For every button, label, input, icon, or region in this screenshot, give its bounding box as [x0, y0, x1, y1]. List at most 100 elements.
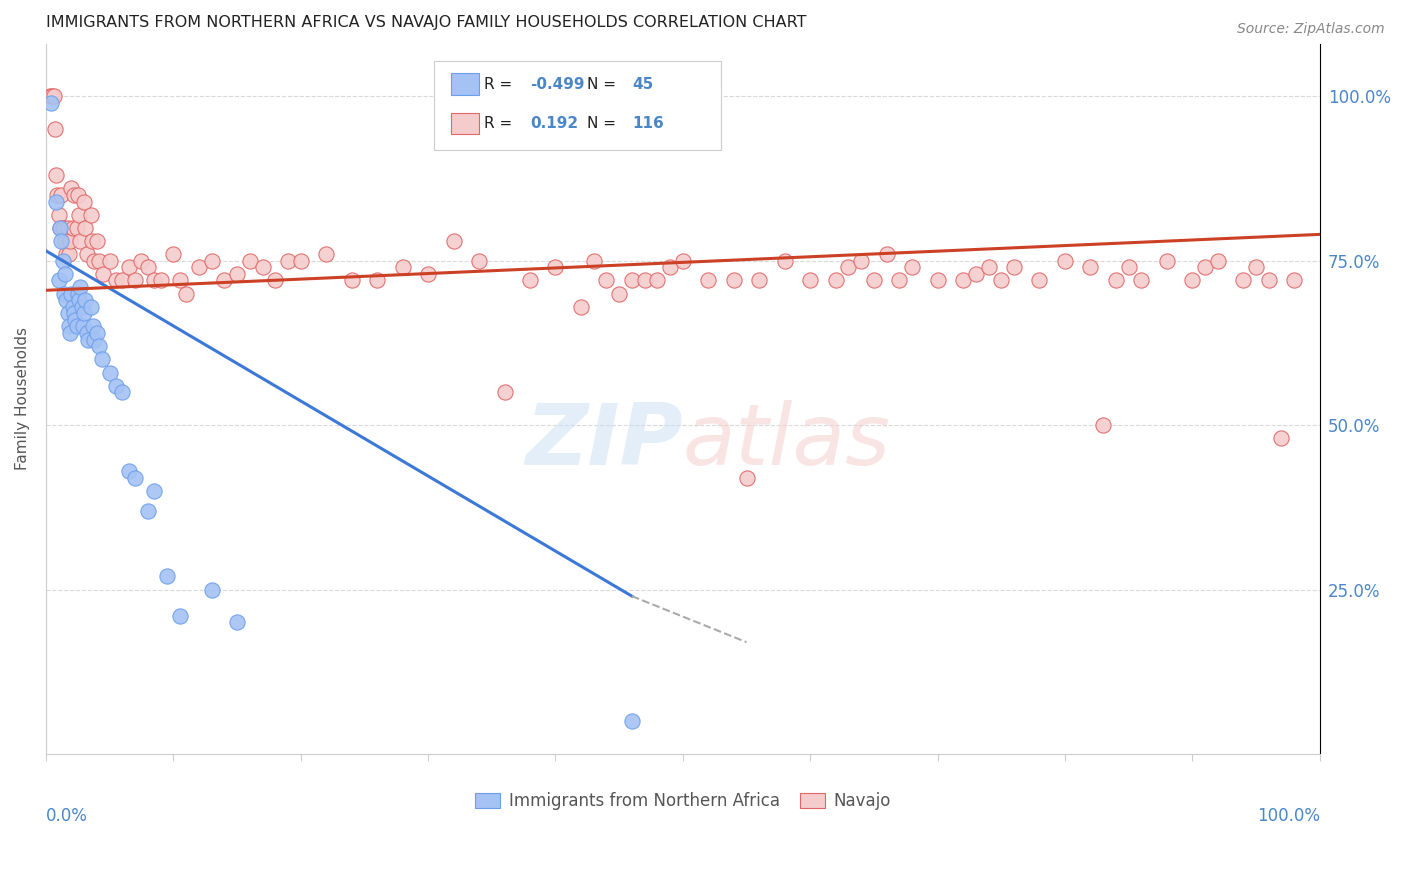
Point — [136, 260, 159, 275]
Point — [45, 194, 67, 209]
Point — [58, 319, 80, 334]
Point — [63, 188, 86, 202]
Point — [1028, 273, 1050, 287]
Point — [56, 220, 79, 235]
Point — [582, 253, 605, 268]
Point — [79, 208, 101, 222]
Point — [607, 286, 630, 301]
Point — [1080, 260, 1102, 275]
FancyBboxPatch shape — [434, 62, 721, 150]
Text: IMMIGRANTS FROM NORTHERN AFRICA VS NAVAJO FAMILY HOUSEHOLDS CORRELATION CHART: IMMIGRANTS FROM NORTHERN AFRICA VS NAVAJ… — [46, 15, 807, 30]
Point — [59, 234, 82, 248]
Point — [990, 273, 1012, 287]
Point — [977, 260, 1000, 275]
Point — [44, 122, 66, 136]
Point — [52, 220, 75, 235]
Point — [723, 273, 745, 287]
Point — [174, 286, 197, 301]
Point — [49, 220, 72, 235]
Point — [901, 260, 924, 275]
Point — [38, 89, 60, 103]
Point — [124, 273, 146, 287]
Point — [799, 273, 821, 287]
Point — [52, 286, 75, 301]
Point — [1130, 273, 1153, 287]
Point — [143, 483, 166, 498]
Point — [73, 194, 96, 209]
Point — [51, 188, 73, 202]
Point — [42, 89, 65, 103]
Point — [53, 267, 76, 281]
Point — [659, 260, 682, 275]
Point — [118, 260, 141, 275]
Point — [226, 615, 249, 630]
Point — [124, 471, 146, 485]
Point — [965, 267, 987, 281]
Point — [111, 385, 134, 400]
Point — [187, 260, 209, 275]
Text: R =: R = — [484, 77, 517, 92]
Point — [162, 247, 184, 261]
Point — [1270, 431, 1292, 445]
Point — [89, 253, 111, 268]
Text: R =: R = — [484, 116, 522, 131]
Point — [1118, 260, 1140, 275]
Point — [62, 300, 84, 314]
Text: N =: N = — [588, 116, 621, 131]
Point — [65, 220, 87, 235]
Point — [45, 168, 67, 182]
Point — [1206, 253, 1229, 268]
Point — [1156, 253, 1178, 268]
Point — [70, 300, 93, 314]
Point — [65, 313, 87, 327]
Point — [863, 273, 886, 287]
Point — [1194, 260, 1216, 275]
Point — [69, 234, 91, 248]
Point — [952, 273, 974, 287]
Point — [66, 188, 89, 202]
Point — [72, 319, 94, 334]
Point — [75, 293, 97, 308]
Point — [98, 366, 121, 380]
Point — [494, 385, 516, 400]
Text: 0.192: 0.192 — [530, 116, 578, 131]
Point — [290, 253, 312, 268]
Point — [53, 234, 76, 248]
Point — [156, 569, 179, 583]
Point — [82, 319, 104, 334]
Point — [876, 247, 898, 261]
Point — [59, 326, 82, 340]
Point — [824, 273, 846, 287]
Point — [366, 273, 388, 287]
Point — [595, 273, 617, 287]
Point — [89, 339, 111, 353]
Point — [65, 319, 87, 334]
Point — [56, 306, 79, 320]
Point — [91, 352, 114, 367]
Point — [75, 220, 97, 235]
Point — [773, 253, 796, 268]
Point — [519, 273, 541, 287]
Bar — [451, 112, 479, 134]
Point — [83, 253, 105, 268]
Point — [60, 286, 83, 301]
Point — [748, 273, 770, 287]
Point — [98, 253, 121, 268]
Point — [77, 333, 100, 347]
Point — [889, 273, 911, 287]
Point — [39, 95, 62, 110]
Point — [169, 608, 191, 623]
Text: N =: N = — [588, 77, 621, 92]
Point — [67, 208, 90, 222]
Point — [149, 273, 172, 287]
Point — [51, 234, 73, 248]
Point — [214, 273, 236, 287]
Point — [620, 273, 643, 287]
Point — [83, 333, 105, 347]
Point — [48, 208, 70, 222]
Point — [1244, 260, 1267, 275]
Point — [1002, 260, 1025, 275]
Point — [1053, 253, 1076, 268]
Point — [58, 247, 80, 261]
Point — [340, 273, 363, 287]
